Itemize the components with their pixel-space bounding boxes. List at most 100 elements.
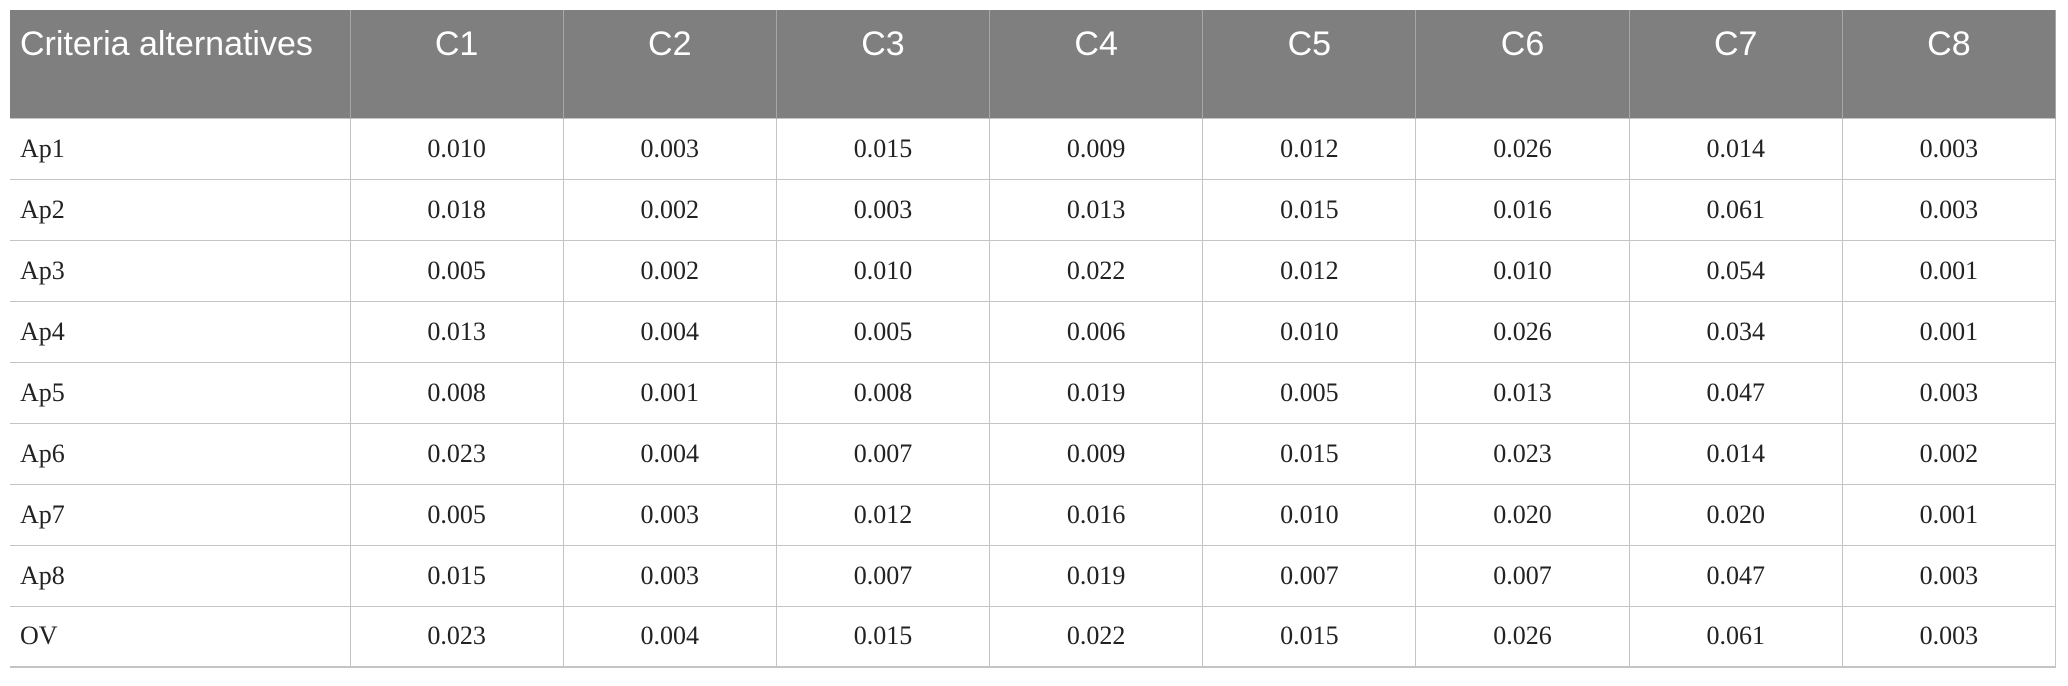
table-row: Ap2 0.018 0.002 0.003 0.013 0.015 0.016 0.061 0.…: [10, 178, 2057, 241]
table-cell: 0.047: [1628, 361, 1843, 424]
table-cell: 0.007: [1415, 544, 1630, 607]
table-cell: 0.005: [349, 483, 564, 546]
table-cell: 0.034: [1628, 300, 1843, 363]
table-cell: 0.023: [349, 422, 564, 485]
table-cell: 0.004: [562, 422, 777, 485]
row-label: Ap1: [10, 117, 351, 180]
table-cell: 0.009: [989, 422, 1204, 485]
table-cell: 0.018: [349, 178, 564, 241]
table-cell: 0.010: [1415, 239, 1630, 302]
table-cell: 0.019: [989, 544, 1204, 607]
header-cell: C2: [562, 10, 777, 118]
table-cell: 0.016: [989, 483, 1204, 546]
table-cell: 0.003: [562, 117, 777, 180]
header-cell: C6: [1415, 10, 1630, 118]
table-row: Ap6 0.023 0.004 0.007 0.009 0.015 0.023 0.014 0.…: [10, 422, 2057, 485]
table-cell: 0.020: [1415, 483, 1630, 546]
table-row: Ap8 0.015 0.003 0.007 0.019 0.007 0.007 0.047 0.…: [10, 544, 2057, 607]
table-cell: 0.020: [1628, 483, 1843, 546]
table-cell: 0.004: [562, 605, 777, 668]
table-cell: 0.003: [1841, 178, 2057, 241]
table-cell: 0.016: [1415, 178, 1630, 241]
table-cell: 0.026: [1415, 605, 1630, 668]
table-cell: 0.014: [1628, 422, 1843, 485]
row-label: Ap4: [10, 300, 351, 363]
table-cell: 0.061: [1628, 605, 1843, 668]
table-cell: 0.010: [775, 239, 991, 302]
table-row: Ap3 0.005 0.002 0.010 0.022 0.012 0.010 0.054 0.…: [10, 239, 2057, 302]
table-cell: 0.023: [349, 605, 564, 668]
table-cell: 0.004: [562, 300, 777, 363]
table-cell: 0.002: [562, 178, 777, 241]
table-row: Ap4 0.013 0.004 0.005 0.006 0.010 0.026 0.034 0.…: [10, 300, 2057, 363]
table-cell: 0.013: [989, 178, 1204, 241]
table-cell: 0.005: [349, 239, 564, 302]
table-cell: 0.023: [1415, 422, 1630, 485]
table-cell: 0.003: [562, 483, 777, 546]
row-label: Ap3: [10, 239, 351, 302]
table-cell: 0.012: [775, 483, 991, 546]
table-cell: 0.015: [1202, 178, 1417, 241]
row-label: Ap8: [10, 544, 351, 607]
header-cell: C3: [775, 10, 991, 118]
table-cell: 0.003: [1841, 361, 2057, 424]
header-row: Criteria alternatives C1 C2 C3 C4 C5 C6 C7 C8: [10, 10, 2057, 118]
table-cell: 0.008: [349, 361, 564, 424]
table-cell: 0.013: [1415, 361, 1630, 424]
row-label: Ap2: [10, 178, 351, 241]
table-row: OV 0.023 0.004 0.015 0.022 0.015 0.026 0.061 0.0…: [10, 605, 2057, 668]
table-cell: 0.054: [1628, 239, 1843, 302]
table-cell: 0.015: [775, 605, 991, 668]
table-row: Ap1 0.010 0.003 0.015 0.009 0.012 0.026 0.014 0.…: [10, 117, 2057, 180]
header-cell: C1: [349, 10, 564, 118]
table-cell: 0.012: [1202, 117, 1417, 180]
table-cell: 0.012: [1202, 239, 1417, 302]
table-cell: 0.001: [1841, 300, 2057, 363]
table-cell: 0.010: [1202, 300, 1417, 363]
table-cell: 0.006: [989, 300, 1204, 363]
header-cell: Criteria alternatives: [10, 10, 351, 118]
header-cell: C8: [1841, 10, 2057, 118]
header-cell: C4: [989, 10, 1204, 118]
table-cell: 0.015: [775, 117, 991, 180]
table-cell: 0.003: [1841, 544, 2057, 607]
row-label: Ap7: [10, 483, 351, 546]
table-cell: 0.007: [1202, 544, 1417, 607]
table-cell: 0.003: [1841, 605, 2057, 668]
table-cell: 0.022: [989, 605, 1204, 668]
table-cell: 0.061: [1628, 178, 1843, 241]
header-cell: C7: [1628, 10, 1843, 118]
table-cell: 0.015: [349, 544, 564, 607]
table-cell: 0.013: [349, 300, 564, 363]
table-cell: 0.001: [562, 361, 777, 424]
table-cell: 0.019: [989, 361, 1204, 424]
table-cell: 0.005: [1202, 361, 1417, 424]
table-cell: 0.005: [775, 300, 991, 363]
data-table: Criteria alternatives C1 C2 C3 C4 C5 C6 C7 C8 Ap…: [10, 10, 2057, 668]
table-cell: 0.015: [1202, 605, 1417, 668]
table-cell: 0.007: [775, 544, 991, 607]
row-label: Ap6: [10, 422, 351, 485]
row-label: OV: [10, 605, 351, 668]
table-cell: 0.009: [989, 117, 1204, 180]
table-cell: 0.008: [775, 361, 991, 424]
table-cell: 0.026: [1415, 117, 1630, 180]
table-row: Ap7 0.005 0.003 0.012 0.016 0.010 0.020 0.020 0.…: [10, 483, 2057, 546]
row-label: Ap5: [10, 361, 351, 424]
table-cell: 0.002: [1841, 422, 2057, 485]
table-cell: 0.015: [1202, 422, 1417, 485]
table-cell: 0.047: [1628, 544, 1843, 607]
header-cell: C5: [1202, 10, 1417, 118]
table-cell: 0.003: [562, 544, 777, 607]
table-cell: 0.026: [1415, 300, 1630, 363]
table-cell: 0.022: [989, 239, 1204, 302]
table-cell: 0.003: [775, 178, 991, 241]
table-cell: 0.002: [562, 239, 777, 302]
table-cell: 0.001: [1841, 483, 2057, 546]
table-row: Ap5 0.008 0.001 0.008 0.019 0.005 0.013 0.047 0.…: [10, 361, 2057, 424]
table-cell: 0.010: [349, 117, 564, 180]
table-cell: 0.003: [1841, 117, 2057, 180]
table-cell: 0.010: [1202, 483, 1417, 546]
table-cell: 0.014: [1628, 117, 1843, 180]
